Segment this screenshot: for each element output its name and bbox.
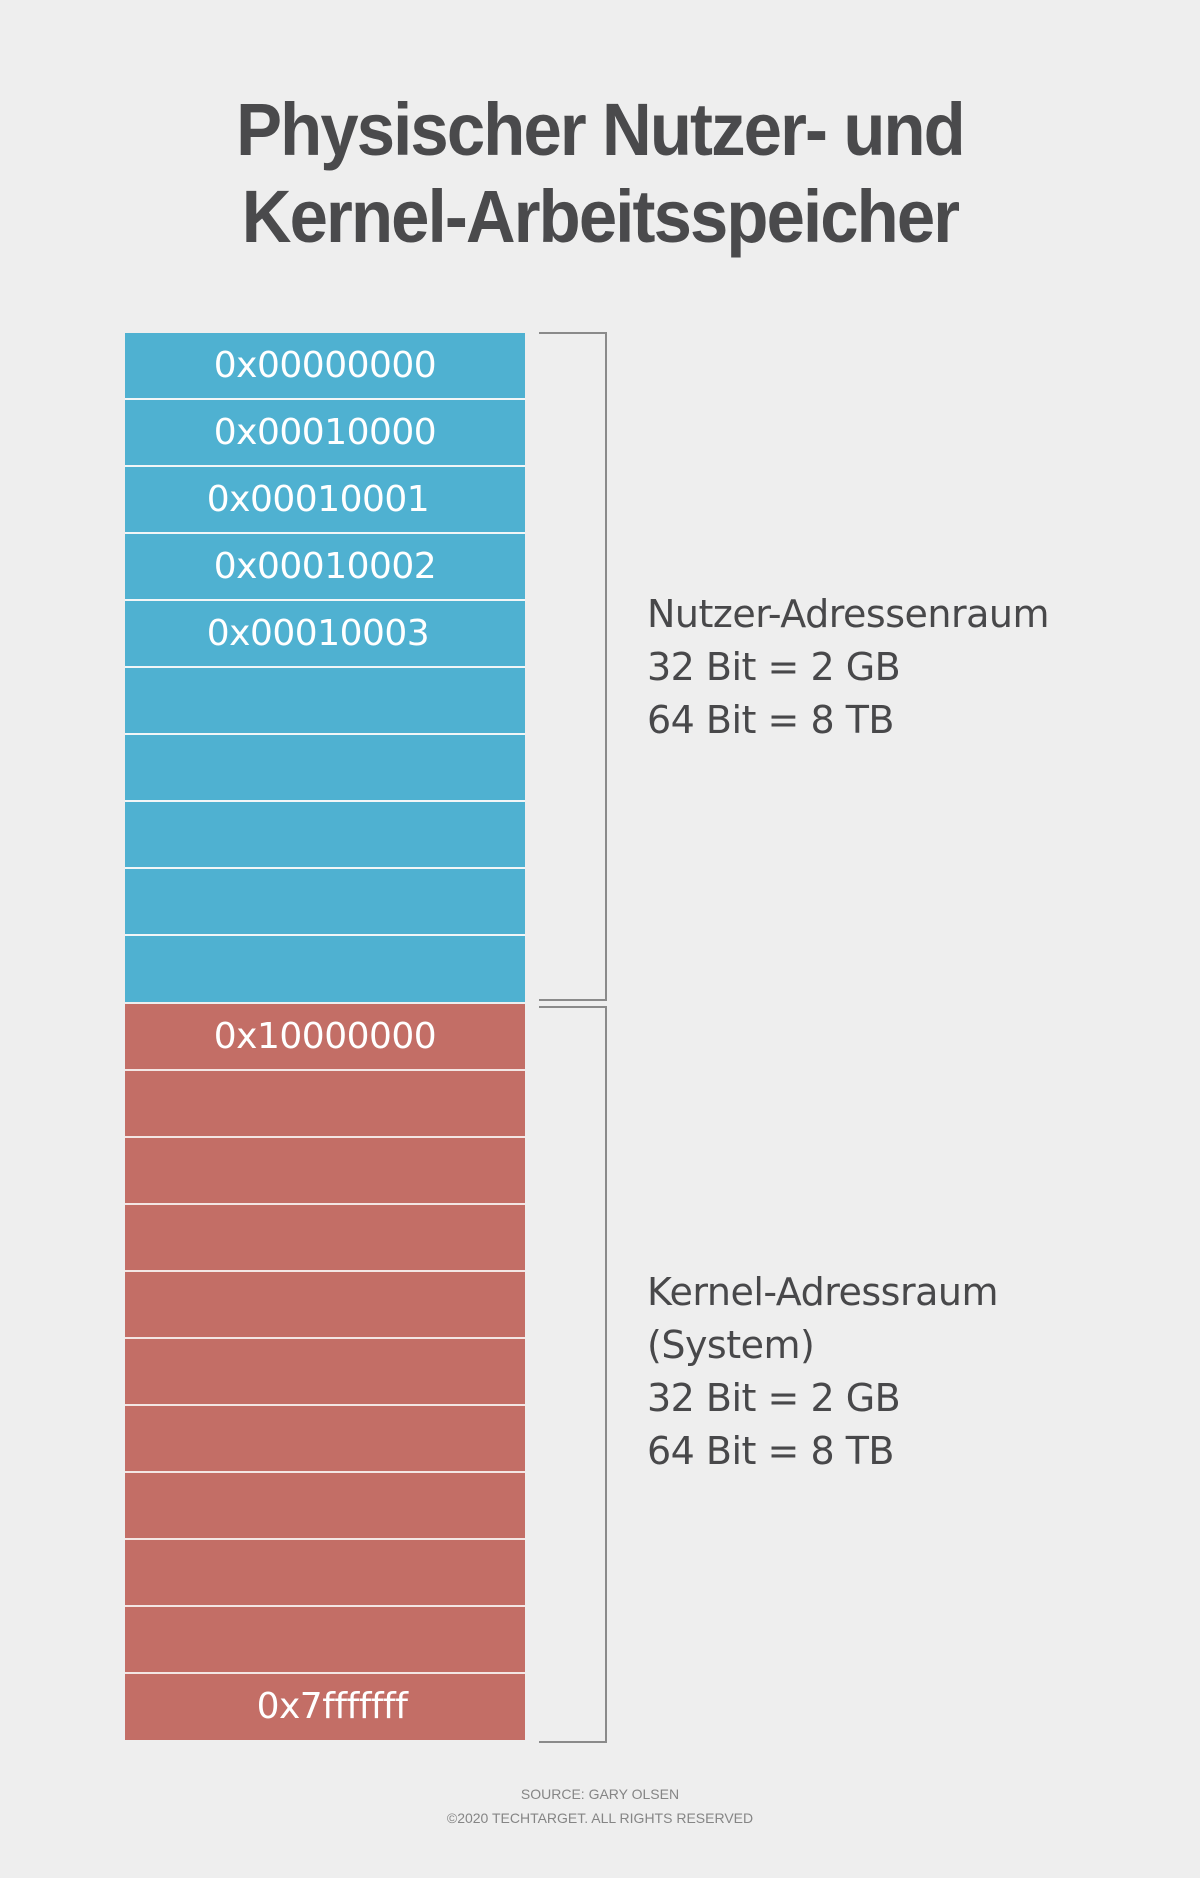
memory-cell (125, 1272, 525, 1339)
memory-cell (125, 936, 525, 1002)
kernel-space-name: Kernel-Adressraum (647, 1270, 998, 1314)
memory-cell (125, 735, 525, 802)
memory-cell (125, 1138, 525, 1205)
kernel-space-subname: (System) (647, 1323, 815, 1367)
memory-cell: 0x10000000 (125, 1004, 525, 1071)
kernel-space-bracket (539, 1006, 607, 1743)
user-space-64bit: 64 Bit = 8 TB (647, 698, 895, 742)
memory-cell (125, 1540, 525, 1607)
memory-cell: 0x00010000 (125, 400, 525, 467)
memory-cell (125, 1406, 525, 1473)
memory-cell (125, 668, 525, 735)
kernel-space-32bit: 32 Bit = 2 GB (647, 1376, 901, 1420)
kernel-space-label: Kernel-Adressraum (System) 32 Bit = 2 GB… (647, 1266, 998, 1478)
source-credit: SOURCE: GARY OLSEN (520, 1786, 680, 1802)
memory-cell (125, 1205, 525, 1272)
memory-cell (125, 869, 525, 936)
title-line-2: Kernel-Arbeitsspeicher (241, 175, 960, 258)
kernel-space-64bit: 64 Bit = 8 TB (647, 1429, 894, 1473)
memory-cell: 0x00010002 (125, 534, 525, 601)
title-line-1: Physischer Nutzer- und (236, 88, 966, 171)
user-space-bracket (539, 332, 607, 1001)
memory-cell: 0x00010001 (125, 467, 525, 534)
kernel-address-space-stack: 0x10000000 0x7fffffff (125, 1004, 525, 1740)
memory-cell: 0x00010003 (125, 601, 525, 668)
diagram-title: Physischer Nutzer- und Kernel-Arbeitsspe… (0, 86, 1200, 260)
memory-cell: 0x7fffffff (125, 1674, 525, 1740)
memory-cell: 0x00000000 (125, 333, 525, 400)
user-space-32bit: 32 Bit = 2 GB (647, 645, 901, 689)
user-address-space-stack: 0x00000000 0x00010000 0x00010001 0x00010… (125, 333, 525, 1002)
copyright-notice: ©2020 TECHTARGET. ALL RIGHTS RESERVED (446, 1810, 754, 1826)
user-space-label: Nutzer-Adressenraum 32 Bit = 2 GB 64 Bit… (647, 588, 1050, 747)
memory-cell (125, 1607, 525, 1674)
memory-cell (125, 1473, 525, 1540)
footer: SOURCE: GARY OLSEN ©2020 TECHTARGET. ALL… (0, 1782, 1200, 1830)
user-space-name: Nutzer-Adressenraum (647, 592, 1050, 636)
memory-cell (125, 802, 525, 869)
memory-cell (125, 1339, 525, 1406)
memory-cell (125, 1071, 525, 1138)
